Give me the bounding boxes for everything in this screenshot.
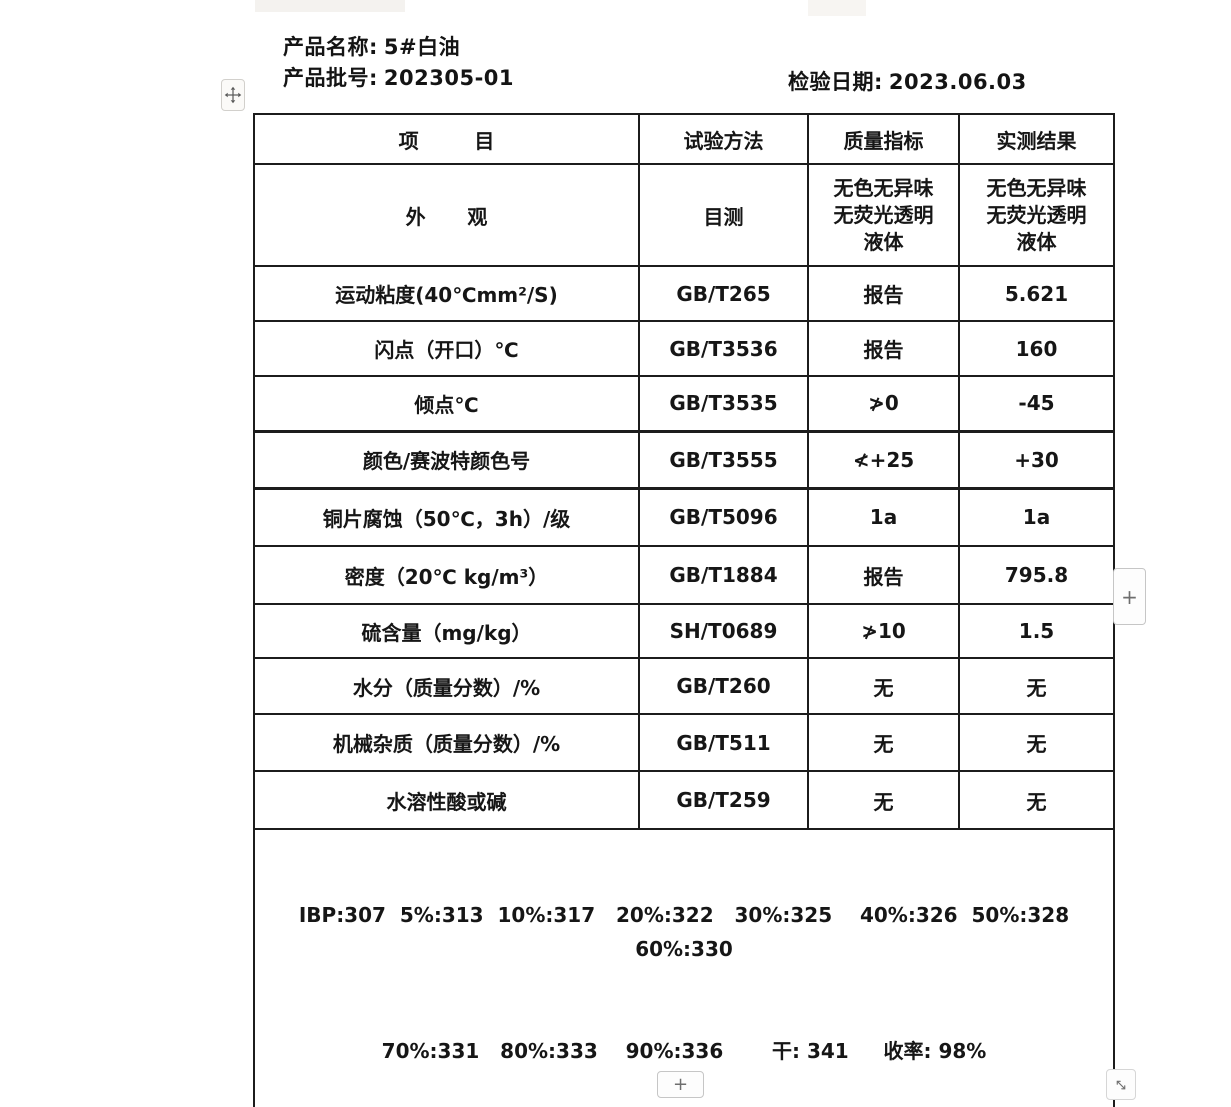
method-cell: GB/T3555 [638,429,809,489]
result-cell: 无 [958,657,1115,715]
result-cell: 无 [958,770,1115,830]
result-cell: 1a [958,486,1115,547]
resize-diagonal-icon [1112,1076,1130,1094]
item-cell: 铜片腐蚀（50℃，3h）/级 [253,486,640,547]
table-row: 铜片腐蚀（50℃，3h）/级 GB/T5096 1a 1a [253,486,1115,547]
result-cell: 无色无异味 无荧光透明 液体 [958,163,1115,267]
spec-cell: ≯10 [807,603,960,659]
method-cell: SH/T0689 [638,603,809,659]
table-row: 水分（质量分数）/% GB/T260 无 无 [253,657,1115,715]
plus-icon: + [672,1074,689,1095]
item-cell: 闪点（开口）℃ [253,320,640,377]
item-cell: 倾点℃ [253,375,640,432]
move-cross-icon [224,86,242,104]
spec-cell: 1a [807,486,960,547]
spec-cell: 无 [807,657,960,715]
item-cell: 水分（质量分数）/% [253,657,640,715]
item-cell: 机械杂质（质量分数）/% [253,713,640,772]
product-name-value: 5#白油 [383,35,461,59]
method-cell: GB/T265 [638,265,809,322]
inspection-date-line: 检验日期: 2023.06.03 [788,66,1027,96]
method-cell: GB/T3535 [638,375,809,432]
method-cell: GB/T511 [638,713,809,772]
scan-artifact [808,0,866,16]
item-cell: 密度（20℃ kg/m³） [253,545,640,605]
result-cell: 5.621 [958,265,1115,322]
spec-cell: ≮+25 [807,429,960,489]
table-row: 闪点（开口）℃ GB/T3536 报告 160 [253,320,1115,377]
batch-number-line: 产品批号: 202305-01 [283,62,514,92]
insert-column-button[interactable]: + [1113,568,1146,625]
item-cell: 颜色/赛波特颜色号 [253,429,640,489]
method-cell: GB/T1884 [638,545,809,605]
table-row: 颜色/赛波特颜色号 GB/T3555 ≮+25 +30 [253,429,1115,489]
product-name-line: 产品名称: 5#白油 [283,31,460,61]
spec-cell: 无色无异味 无荧光透明 液体 [807,163,960,267]
table-row: 硫含量（mg/kg） SH/T0689 ≯10 1.5 [253,603,1115,659]
distillation-cell: IBP:307 5%:313 10%:317 20%:322 30%:325 4… [253,828,1115,1107]
result-cell: 795.8 [958,545,1115,605]
method-cell: GB/T260 [638,657,809,715]
spec-cell: 报告 [807,320,960,377]
plus-icon: + [1121,584,1138,609]
result-cell: -45 [958,375,1115,432]
batch-number-label: 产品批号: [283,66,378,90]
inspection-date-label: 检验日期: [788,70,883,94]
method-cell: GB/T5096 [638,486,809,547]
column-header-spec: 质量指标 [807,113,960,165]
inspection-date-value: 2023.06.03 [888,70,1027,94]
table-row: 倾点℃ GB/T3535 ≯0 -45 [253,375,1115,432]
result-cell: 无 [958,713,1115,772]
method-cell: GB/T259 [638,770,809,830]
column-header-item: 项 目 [253,113,640,165]
spec-cell: 报告 [807,545,960,605]
method-cell: GB/T3536 [638,320,809,377]
spec-cell: ≯0 [807,375,960,432]
item-cell: 运动粘度(40℃mm²/S) [253,265,640,322]
spec-cell: 无 [807,770,960,830]
result-cell: 160 [958,320,1115,377]
scan-artifact [255,0,405,12]
batch-number-value: 202305-01 [383,66,515,90]
item-cell: 水溶性酸或碱 [253,770,640,830]
table-header-row: 项 目 试验方法 质量指标 实测结果 [253,113,1115,165]
column-header-method: 试验方法 [638,113,809,165]
distillation-line-2: 70%:331 80%:333 90%:336 干: 341 收率: 98% [381,1039,987,1063]
column-header-result: 实测结果 [958,113,1115,165]
report-table[interactable]: 项 目 试验方法 质量指标 实测结果 外 观 目测 无色无异味 无荧光透明 液体… [253,113,1115,1107]
distillation-row: IBP:307 5%:313 10%:317 20%:322 30%:325 4… [253,828,1115,1107]
item-cell: 外 观 [253,163,640,267]
distillation-line-1: IBP:307 5%:313 10%:317 20%:322 30%:325 4… [298,903,1084,961]
table-row: 机械杂质（质量分数）/% GB/T511 无 无 [253,713,1115,772]
result-cell: +30 [958,429,1115,489]
table-row: 外 观 目测 无色无异味 无荧光透明 液体 无色无异味 无荧光透明 液体 [253,163,1115,267]
result-cell: 1.5 [958,603,1115,659]
product-name-label: 产品名称: [283,35,378,59]
table-row: 运动粘度(40℃mm²/S) GB/T265 报告 5.621 [253,265,1115,322]
table-row: 水溶性酸或碱 GB/T259 无 无 [253,770,1115,830]
table-resize-handle[interactable] [1106,1069,1136,1100]
spec-cell: 无 [807,713,960,772]
table-row: 密度（20℃ kg/m³） GB/T1884 报告 795.8 [253,545,1115,605]
insert-row-button[interactable]: + [657,1071,704,1098]
item-cell: 硫含量（mg/kg） [253,603,640,659]
method-cell: 目测 [638,163,809,267]
table-move-handle[interactable] [221,79,245,111]
spec-cell: 报告 [807,265,960,322]
